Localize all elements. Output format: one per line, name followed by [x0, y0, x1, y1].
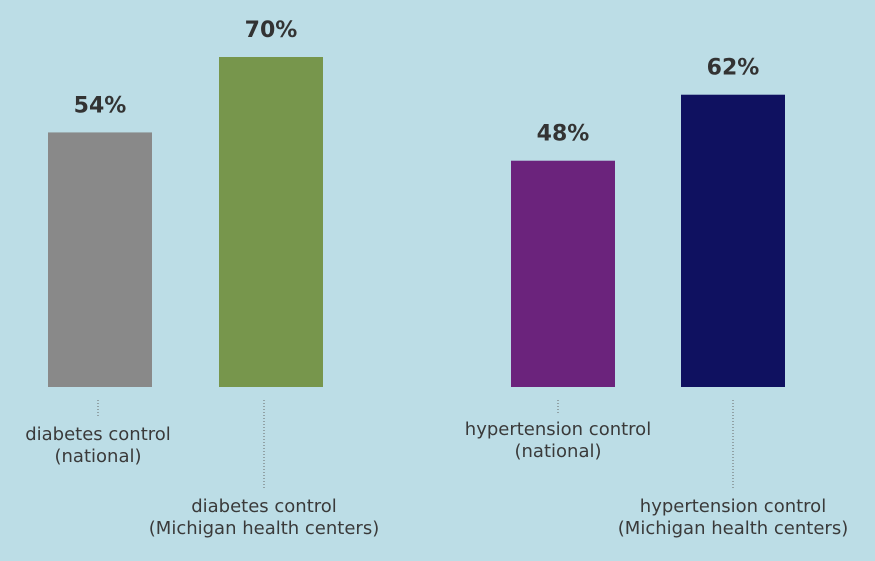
value-label-1: 70% — [245, 18, 298, 43]
bar-1 — [219, 57, 323, 387]
category-label-2-line-0: hypertension control — [465, 419, 651, 440]
category-label-0-line-1: (national) — [55, 446, 142, 467]
leader-lines-group — [97, 400, 734, 490]
bar-3 — [681, 94, 785, 387]
value-label-3: 62% — [707, 56, 760, 81]
category-label-1-line-0: diabetes control — [191, 496, 337, 517]
value-labels-group: 54% 70% 48% 62% — [74, 18, 760, 147]
category-labels-group: diabetes control(national)diabetes contr… — [25, 419, 848, 539]
value-label-0: 54% — [74, 93, 127, 118]
category-label-2-line-1: (national) — [515, 441, 602, 462]
category-label-3-line-1: (Michigan health centers) — [618, 518, 848, 539]
bar-0 — [48, 132, 152, 387]
value-label-2: 48% — [537, 122, 590, 147]
category-label-3-line-0: hypertension control — [640, 496, 826, 517]
category-label-1-line-1: (Michigan health centers) — [149, 518, 379, 539]
bars-group — [48, 57, 785, 387]
bar-2 — [511, 160, 615, 387]
category-label-0-line-0: diabetes control — [25, 424, 171, 445]
